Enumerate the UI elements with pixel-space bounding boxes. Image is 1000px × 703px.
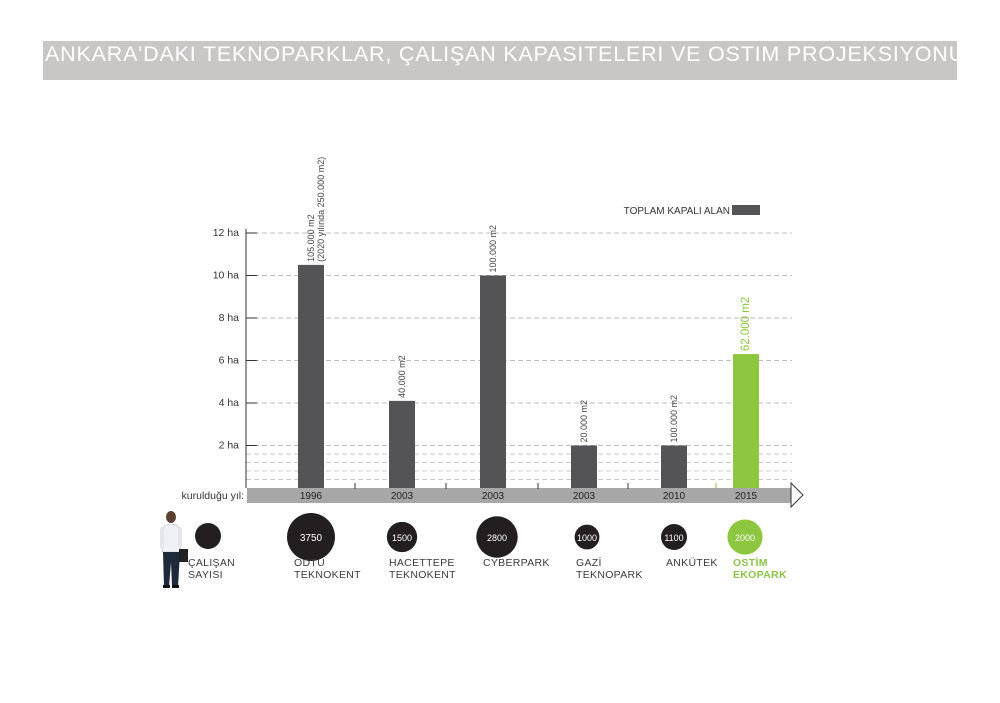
data-label: 62.000 m2 xyxy=(740,297,752,351)
y-tick-label: 4 ha xyxy=(219,397,240,409)
legend-label: TOPLAM KAPALI ALAN xyxy=(624,206,730,217)
data-label: 40.000 m2 xyxy=(397,355,407,398)
park-name-label: GAZİ TEKNOPARK xyxy=(576,557,643,581)
y-tick-label: 12 ha xyxy=(213,227,239,239)
bar xyxy=(571,445,597,488)
employee-circle xyxy=(476,516,518,558)
park-name-label: ODTÜ TEKNOKENT xyxy=(294,557,361,581)
y-tick-label: 6 ha xyxy=(219,355,240,367)
legend-circle xyxy=(195,523,221,549)
employee-count: 1000 xyxy=(577,533,597,543)
employee-count: 2000 xyxy=(735,533,755,543)
bar xyxy=(389,400,415,488)
bar xyxy=(298,264,324,488)
x-axis-label: kurulduğu yıl: xyxy=(182,490,244,502)
bar xyxy=(480,275,506,488)
year-label: 2003 xyxy=(482,491,505,502)
employee-count: 1500 xyxy=(392,533,412,543)
employee-count: 2800 xyxy=(487,533,507,543)
data-label-note: (2020 yılında 250.000 m2) xyxy=(316,157,326,262)
year-label: 2003 xyxy=(391,491,414,502)
legend-swatch xyxy=(732,205,760,215)
y-tick-label: 2 ha xyxy=(219,440,240,452)
employee-circle xyxy=(727,519,763,555)
year-label: 1996 xyxy=(300,491,323,502)
y-tick-label: 10 ha xyxy=(213,270,239,282)
employee-count: 1100 xyxy=(664,533,683,543)
y-tick-label: 8 ha xyxy=(219,312,240,324)
data-label: 105.000 m2 xyxy=(306,214,316,262)
data-label: 100.000 m2 xyxy=(669,395,679,443)
year-label: 2015 xyxy=(735,491,758,502)
park-name-label: CYBERPARK xyxy=(483,557,550,569)
person-icon xyxy=(160,511,188,588)
data-label: 100.000 m2 xyxy=(488,225,498,273)
bar xyxy=(661,445,687,488)
employee-circle xyxy=(574,524,600,550)
title-bar: ANKARA'DAKI TEKNOPARKLAR, ÇALIŞAN KAPASI… xyxy=(43,41,964,80)
employee-count: 3750 xyxy=(300,533,323,544)
bar xyxy=(733,354,759,488)
park-name-label: OSTİM EKOPARK xyxy=(733,557,787,581)
year-axis-band xyxy=(247,488,791,503)
employee-circle xyxy=(287,513,335,561)
legend-circle-label: ÇALIŞAN SAYISI xyxy=(188,557,236,581)
data-label: 20.000 m2 xyxy=(579,400,589,443)
employee-circle xyxy=(386,521,418,553)
employee-circle xyxy=(661,524,687,550)
page-title: ANKARA'DAKI TEKNOPARKLAR, ÇALIŞAN KAPASI… xyxy=(45,42,965,66)
park-name-label: HACETTEPE TEKNOKENT xyxy=(389,557,456,581)
year-label: 2003 xyxy=(573,491,596,502)
park-name-label: ANKÜTEK xyxy=(666,557,718,569)
year-label: 2010 xyxy=(663,491,686,502)
arrow-icon xyxy=(790,481,804,509)
